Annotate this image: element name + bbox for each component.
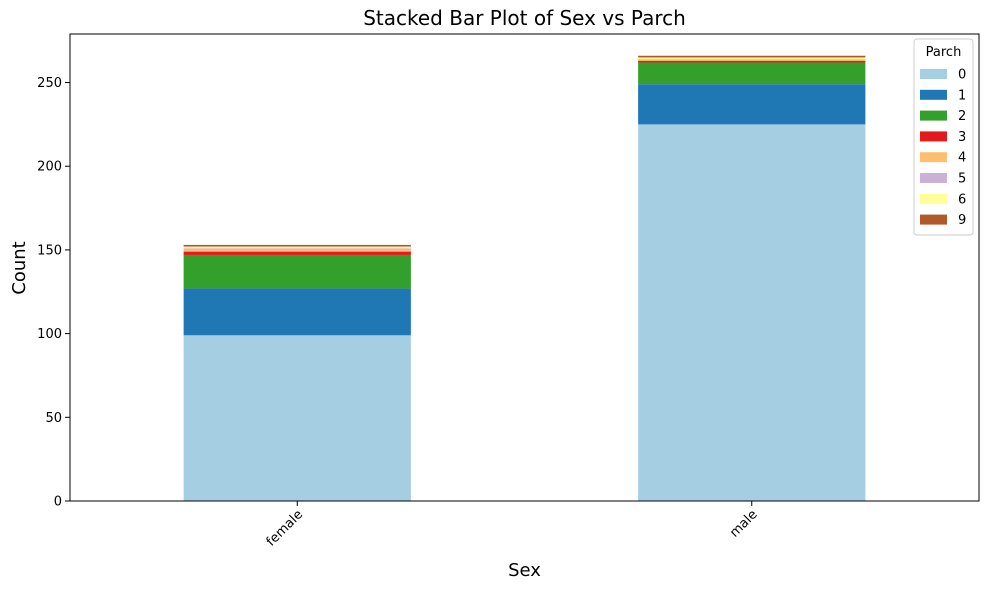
bar-segment-male-parch-9	[638, 55, 866, 58]
bar-segment-male-parch-0	[638, 124, 866, 502]
x-tick-label-male: male	[727, 507, 760, 540]
y-axis-label: Count	[9, 241, 30, 294]
y-tick-label-250: 250	[37, 76, 62, 91]
bar-segment-female-parch-3	[183, 251, 411, 255]
bar-segment-female-parch-1	[183, 288, 411, 336]
bar-segment-female-parch-6	[183, 246, 411, 249]
bar-segment-female-parch-4	[183, 249, 411, 252]
y-tick-label-50: 50	[45, 411, 62, 426]
bar-segment-male-parch-3	[638, 60, 866, 63]
y-tick-label-200: 200	[37, 160, 62, 175]
legend-swatch-3	[920, 131, 947, 142]
legend-label-9: 9	[958, 213, 966, 228]
legend-label-5: 5	[958, 172, 966, 187]
legend-swatch-0	[920, 69, 947, 79]
bar-segment-male-parch-1	[638, 84, 866, 125]
bar-segment-male-parch-4	[638, 59, 866, 61]
legend-swatch-5	[920, 173, 947, 183]
plot-frame	[69, 33, 980, 502]
legend-label-1: 1	[958, 88, 966, 103]
legend-swatch-9	[920, 214, 947, 225]
legend-label-2: 2	[958, 109, 966, 124]
legend-label-0: 0	[958, 68, 966, 83]
x-tick-label-female: female	[264, 507, 306, 549]
chart-title: Stacked Bar Plot of Sex vs Parch	[363, 6, 686, 30]
bar-segment-female-parch-9	[183, 244, 411, 247]
bar-segment-female-parch-5	[183, 248, 411, 250]
legend-label-3: 3	[958, 130, 966, 145]
legend-title: Parch	[926, 45, 962, 60]
legend-swatch-6	[920, 193, 947, 204]
x-axis-label: Sex	[508, 560, 541, 581]
bar-segment-female-parch-2	[183, 254, 411, 289]
y-tick-label-0: 0	[54, 495, 62, 510]
y-tick-label-100: 100	[37, 327, 62, 342]
legend-swatch-4	[920, 152, 947, 163]
bar-segment-female-parch-0	[183, 335, 411, 501]
y-tick-label-150: 150	[37, 243, 62, 258]
bar-segment-male-parch-2	[638, 62, 866, 85]
bar-segment-male-parch-6	[638, 57, 866, 60]
legend: Parch 0 1 2 3 4 5 6 9	[913, 38, 974, 236]
legend-swatch-1	[920, 89, 947, 100]
legend-label-6: 6	[958, 192, 966, 207]
legend-label-4: 4	[958, 151, 966, 166]
legend-swatch-2	[920, 110, 947, 121]
